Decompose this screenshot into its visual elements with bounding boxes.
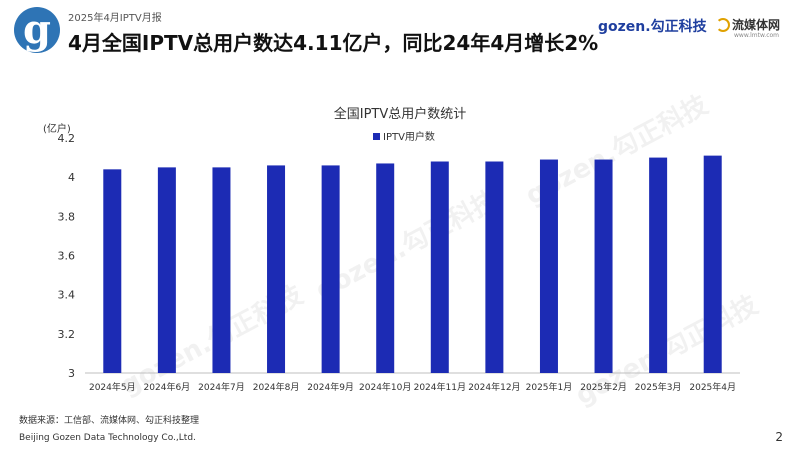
lmtw-url: www.lmtw.com <box>734 32 780 39</box>
y-tick-label: 3.2 <box>58 328 76 341</box>
page-number: 2 <box>775 430 783 444</box>
gozen-logo-icon: g <box>14 7 60 53</box>
bar <box>321 165 340 373</box>
bar <box>376 163 395 373</box>
legend-label: IPTV用户数 <box>383 132 435 143</box>
y-axis-unit: (亿户) <box>43 124 71 135</box>
chart-title: 全国IPTV总用户数统计 <box>333 107 467 122</box>
bar <box>594 159 613 373</box>
brand-lmtw-logo: 流媒体网 www.lmtw.com <box>716 14 780 39</box>
x-tick-label: 2025年1月 <box>526 381 573 393</box>
bar <box>703 155 722 373</box>
y-tick-label: 3.8 <box>58 210 76 223</box>
bar <box>212 167 231 373</box>
logo-letter: g <box>23 6 51 53</box>
chart-legend: IPTV用户数 <box>373 128 435 143</box>
data-source: 数据来源：工信部、流媒体网、勾正科技整理 <box>19 416 200 426</box>
x-tick-label: 2024年5月 <box>89 381 136 393</box>
legend-swatch <box>373 133 380 140</box>
x-tick-label: 2024年12月 <box>468 381 520 393</box>
bar <box>157 167 176 373</box>
bar <box>267 165 286 373</box>
brand-gozen-text: gozen.勾正科技 <box>598 19 707 35</box>
x-tick-label: 2024年9月 <box>307 381 354 393</box>
bar <box>649 157 668 373</box>
y-tick-label: 3.4 <box>58 289 76 302</box>
lmtw-name: 流媒体网 <box>732 18 781 32</box>
x-tick-label: 2024年10月 <box>359 381 411 393</box>
report-label: 2025年4月IPTV月报 <box>68 13 162 24</box>
x-tick-label: 2025年4月 <box>689 381 736 393</box>
bar <box>430 161 449 373</box>
y-tick-label: 3.6 <box>58 250 76 263</box>
bar <box>485 161 504 373</box>
y-tick-label: 4.2 <box>58 132 76 145</box>
y-tick-label: 4 <box>68 171 75 184</box>
bar <box>539 159 558 373</box>
lmtw-icon <box>716 17 730 32</box>
x-tick-label: 2024年11月 <box>414 381 466 393</box>
x-tick-label: 2025年2月 <box>580 381 627 393</box>
bar <box>103 169 122 373</box>
y-tick-label: 3 <box>68 367 75 380</box>
x-tick-label: 2024年6月 <box>144 381 191 393</box>
x-tick-label: 2024年7月 <box>198 381 245 393</box>
brand-gozen-logo: gozen.勾正科技 <box>598 16 707 36</box>
company-name: Beijing Gozen Data Technology Co.,Ltd. <box>19 433 196 443</box>
x-tick-label: 2025年3月 <box>635 381 682 393</box>
page-title: 4月全国IPTV总用户数达4.11亿户，同比24年4月增长2% <box>68 31 599 55</box>
x-tick-label: 2024年8月 <box>253 381 300 393</box>
